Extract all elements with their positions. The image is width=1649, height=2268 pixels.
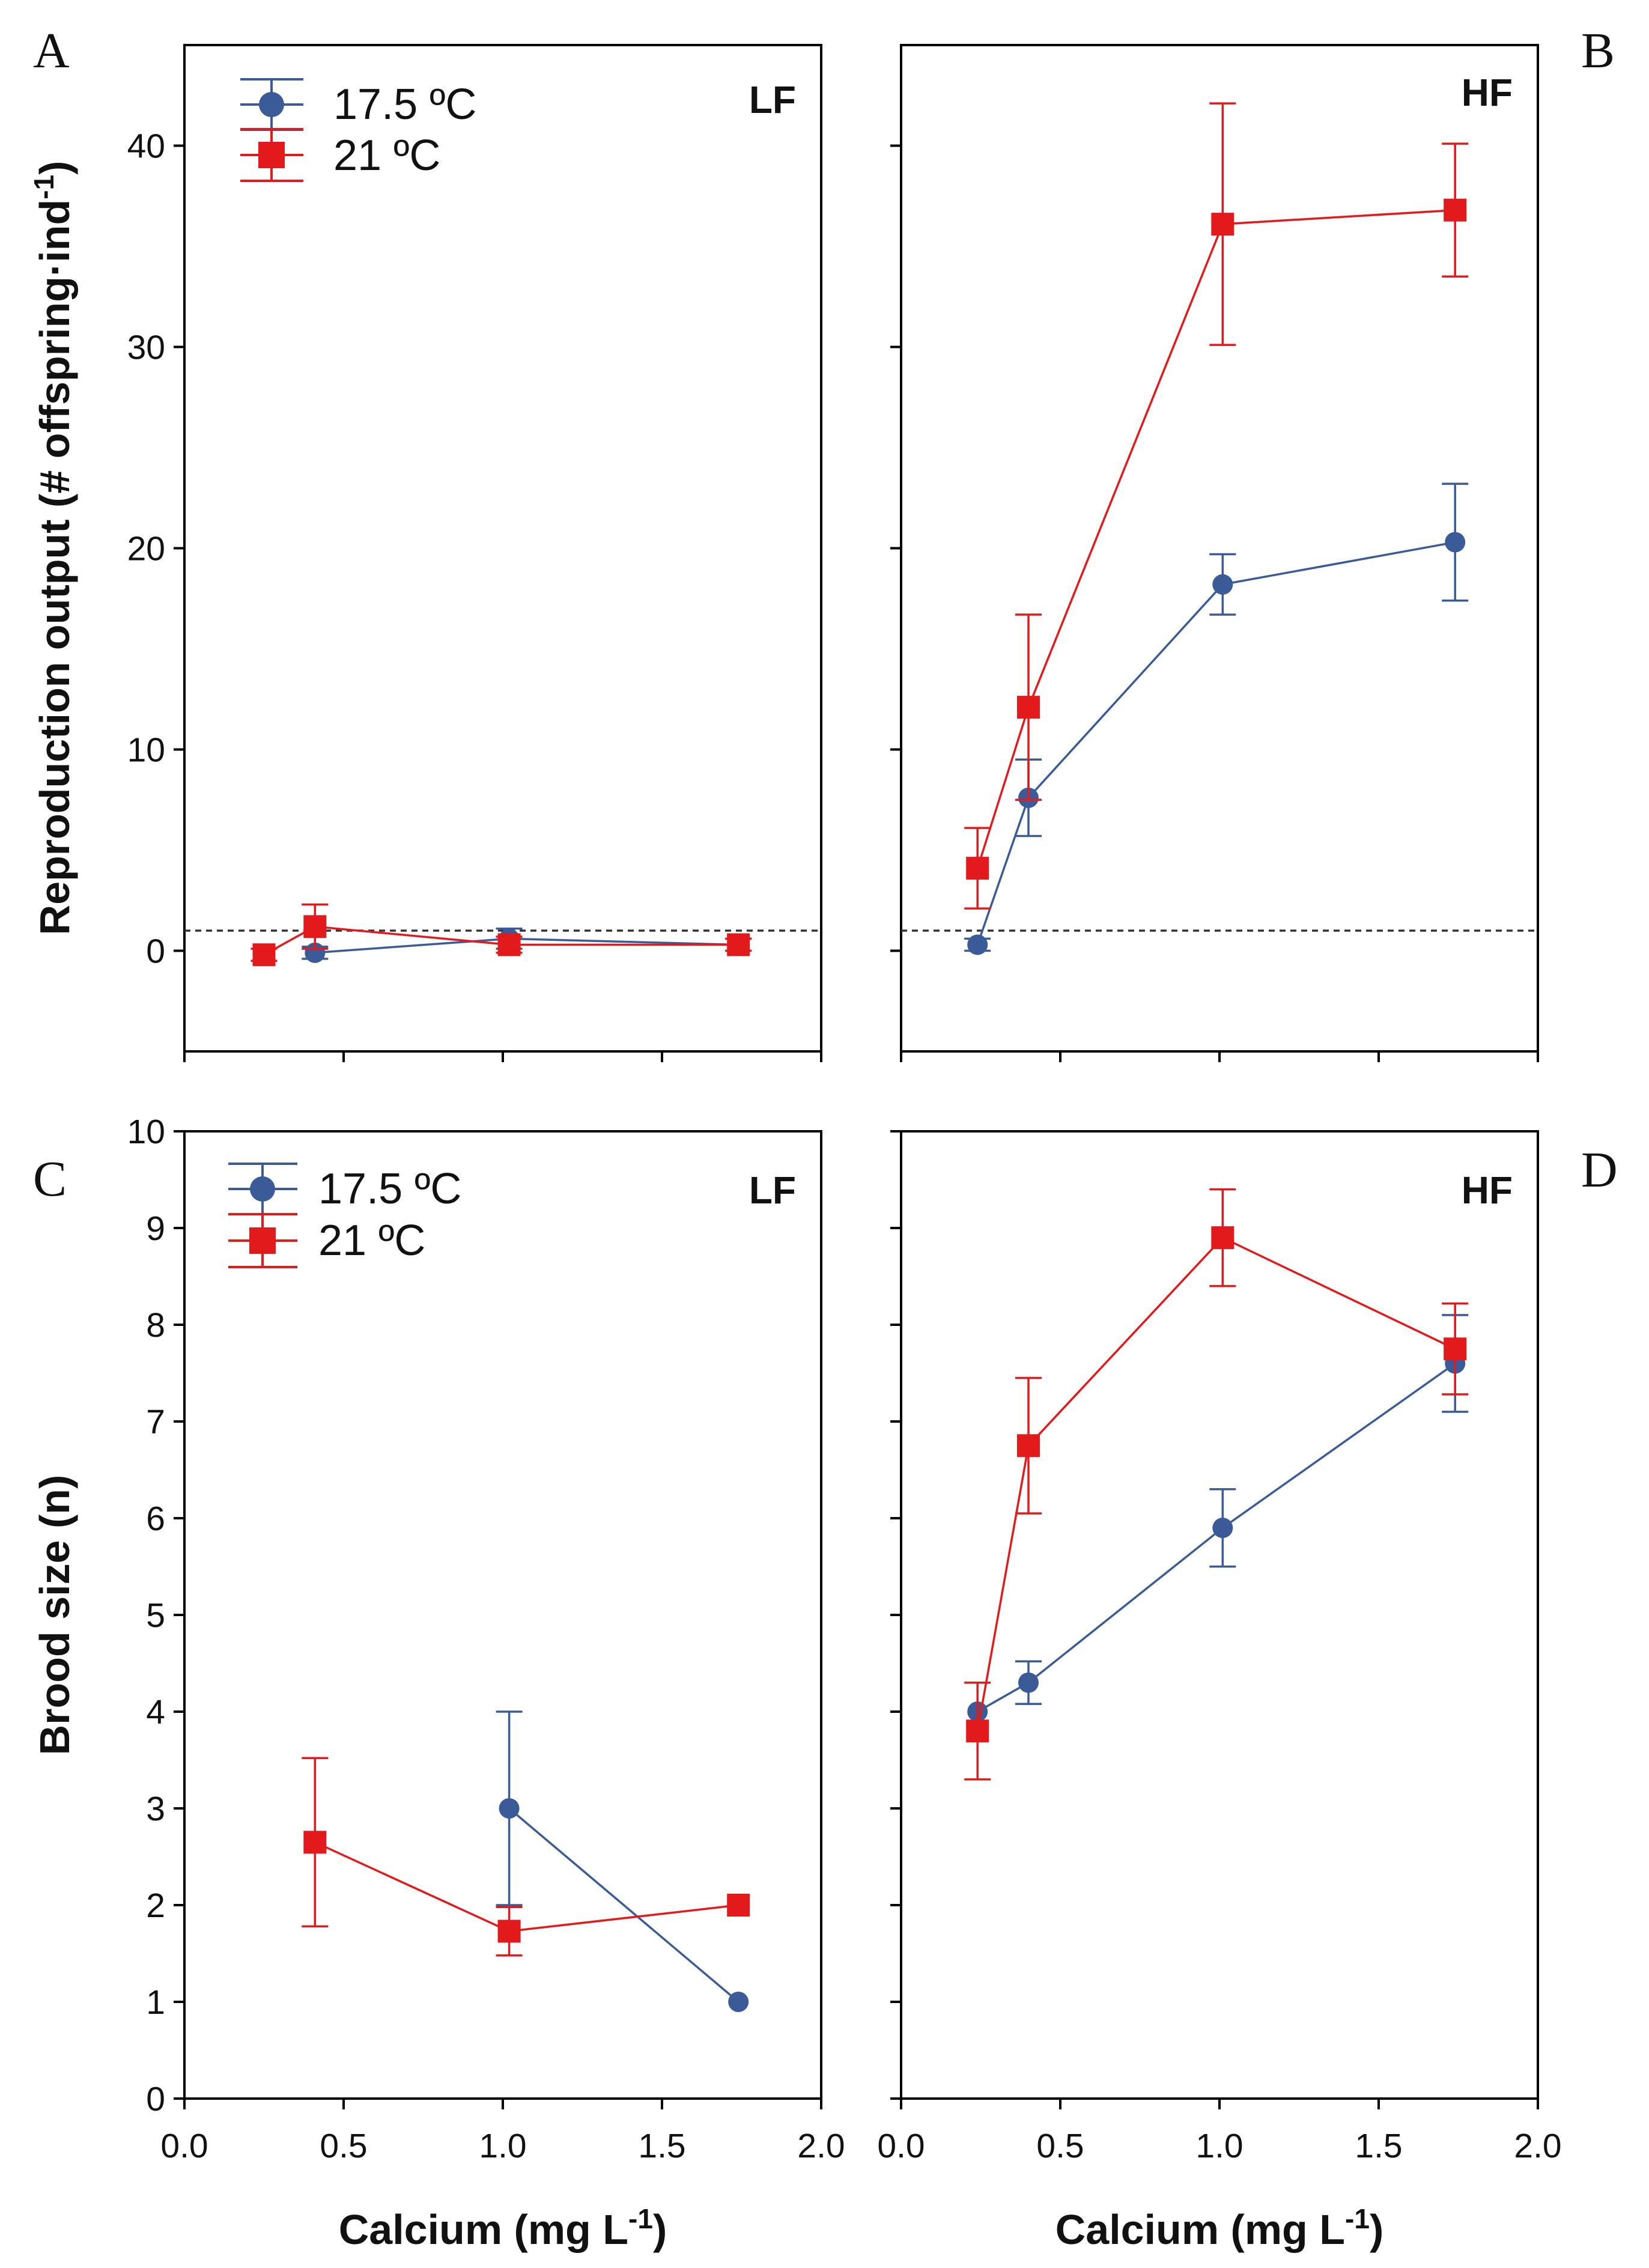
panel-d-series-21-point [1211, 1226, 1234, 1250]
panel-d-series-21-point [966, 1719, 989, 1743]
panel-c-x-axis-label-main: Calcium (mg L [339, 2206, 628, 2253]
panel-a-y-axis-label: Reproduction output (# offspring·ind-1) [28, 161, 78, 935]
panel-a-series-21-point [497, 933, 521, 956]
panel-c-y-tick-label: 9 [146, 1209, 165, 1248]
panel-b-series-21-point [966, 857, 989, 880]
panel-letter-c: C [33, 1151, 67, 1207]
panel-b-series-21-line [976, 208, 1456, 869]
panel-c-series-17-5-point [499, 1798, 520, 1819]
panel-c-x-tick-label: 1.5 [638, 2127, 685, 2165]
panel-d-x-axis-label-sup: -1 [1345, 2203, 1370, 2234]
panel-a-series-21 [251, 903, 752, 967]
panel-c-x-tick-label: 0.5 [320, 2127, 367, 2165]
panel-a-series-21-point [252, 943, 276, 967]
panel-d-x-axis-label-main: Calcium (mg L [1055, 2206, 1345, 2253]
panel-b-series-17-5 [964, 482, 1469, 955]
panel-c-series-21 [302, 1757, 750, 1957]
panel-a-series-21-point [303, 915, 327, 938]
panel-a-y-axis-label-main: Reproduction output (# offspring·ind [31, 199, 78, 935]
panel-a-legend: 17.5 ºC 21 ºC [240, 78, 476, 182]
panel-d-x-tick-label: 1.5 [1355, 2127, 1402, 2165]
panel-c-y-tick-label: 4 [146, 1693, 165, 1731]
panel-a-series-21-point [727, 933, 750, 956]
legend-a-label-17-5: 17.5 ºC [333, 81, 476, 129]
panel-d-x-axis-label-tail: ) [1370, 2206, 1383, 2253]
panel-letter-d: D [1581, 1142, 1618, 1198]
panel-b-tag: HF [1462, 71, 1513, 114]
panel-d-tag: HF [1462, 1169, 1513, 1212]
panel-a-y-axis-label-sup: -1 [28, 175, 59, 199]
panel-c-x-tick-label: 0.0 [160, 2127, 208, 2165]
legend-a-marker-17-5 [240, 78, 303, 131]
panel-b-series-21-point [1211, 213, 1234, 236]
axis-ticks-layer: 0 10 20 30 40 0 1 2 3 4 5 6 7 8 9 10 0.0 0.5 1.0 1.5 2.0 0.0 0… [127, 127, 1562, 2166]
panel-c-y-tick-label: 0 [146, 2080, 165, 2118]
panel-c-x-axis-label-sup: -1 [628, 2203, 653, 2234]
legend-c-label-21: 21 ºC [318, 1217, 425, 1265]
panel-a-series-21-line [263, 925, 739, 956]
panel-d-series-21-point [1017, 1434, 1040, 1458]
panel-b-series-21 [964, 102, 1469, 910]
panel-a-y-tick-label: 10 [127, 731, 165, 770]
panel-a-y-tick-label: 0 [146, 932, 165, 971]
panel-b-series-21-point [1444, 198, 1467, 222]
panel-d-x-axis-label: Calcium (mg L-1) [1055, 2203, 1384, 2253]
panel-d-series-17-5-point [1018, 1672, 1039, 1693]
panel-c-y-tick-label: 10 [127, 1113, 165, 1151]
panel-b-series-21-point [1017, 696, 1040, 719]
panel-c-y-tick-label: 1 [146, 1983, 165, 2022]
panel-d-x-tick-label: 0.0 [877, 2127, 925, 2165]
panel-d-series-21-line [976, 1236, 1456, 1731]
panel-c-series-17-5-line [508, 1807, 739, 2003]
panel-d-series-17-5-point [1212, 1518, 1233, 1539]
panel-a-series-17-5-point [305, 942, 326, 963]
panel-c-y-axis-label: Brood size (n) [31, 1475, 78, 1756]
panel-c-x-tick-label: 1.0 [479, 2127, 526, 2165]
panel-c-x-axis-label-tail: ) [653, 2206, 667, 2253]
panel-c-x-axis-label: Calcium (mg L-1) [339, 2203, 667, 2253]
panel-c-series-21-point [497, 1920, 521, 1943]
panel-c-tag: LF [749, 1169, 796, 1212]
panel-d-x-tick-label: 0.5 [1036, 2127, 1084, 2165]
panel-c-series-21-point [303, 1831, 327, 1854]
panel-c-y-tick-label: 2 [146, 1886, 165, 1925]
panel-d-series-17-5-line [977, 1362, 1456, 1713]
panel-d-x-tick-label: 2.0 [1514, 2127, 1561, 2165]
panel-b-series-17-5-line [976, 541, 1456, 946]
panel-c-y-tick-label: 6 [146, 1500, 165, 1538]
panel-c-y-tick-label: 3 [146, 1790, 165, 1828]
panel-a-y-tick-label: 20 [127, 530, 165, 568]
panel-d-series-21-point [1444, 1337, 1467, 1361]
panel-c-legend: 17.5 ºC 21 ºC [228, 1163, 461, 1268]
panel-b-series-17-5-point [1212, 574, 1233, 595]
panel-c-y-tick-label: 5 [146, 1596, 165, 1635]
panel-c-y-tick-label: 8 [146, 1306, 165, 1345]
panel-c-x-tick-label: 2.0 [797, 2127, 845, 2165]
panel-c-series-17-5-point [728, 1992, 749, 2012]
panel-d-series-21 [964, 1188, 1469, 1781]
panel-a-y-axis-label-tail: ) [31, 161, 78, 175]
data-series-layer [251, 102, 1469, 2012]
panel-d-x-tick-label: 1.0 [1195, 2127, 1243, 2165]
legend-c-marker-21 [228, 1213, 297, 1268]
legend-a-label-21: 21 ºC [333, 132, 440, 180]
panel-a-y-tick-label: 30 [127, 329, 165, 367]
legend-c-label-17-5: 17.5 ºC [318, 1165, 461, 1213]
panel-d-series-17-5 [967, 1314, 1469, 1722]
panel-c-y-tick-label: 7 [146, 1403, 165, 1441]
panel-letter-b: B [1581, 23, 1615, 79]
panel-c-series-21-point [727, 1894, 750, 1917]
panel-b-series-17-5-point [967, 934, 988, 955]
panel-c-series-17-5 [496, 1710, 749, 2012]
panel-b-series-17-5-point [1445, 532, 1466, 553]
panel-letter-a: A [33, 23, 70, 79]
legend-a-marker-21 [240, 128, 303, 182]
panel-a-tag: LF [749, 78, 796, 121]
panel-a-y-tick-label: 40 [127, 127, 165, 166]
